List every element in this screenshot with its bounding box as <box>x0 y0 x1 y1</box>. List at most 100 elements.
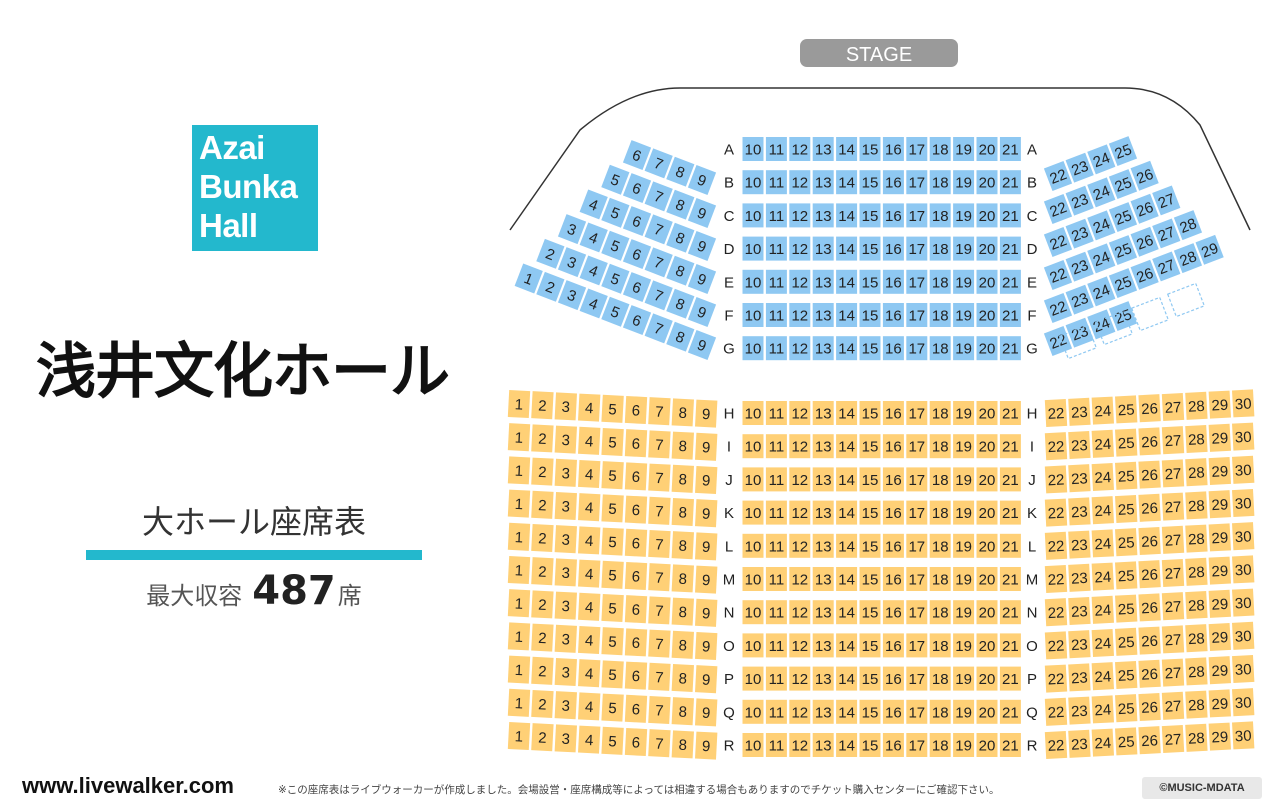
seat-R-27: 27 <box>1161 724 1185 754</box>
seat-number: 18 <box>932 274 949 291</box>
seat-number: 29 <box>1211 496 1229 514</box>
seat-number: 10 <box>745 472 762 489</box>
row-label: R <box>1027 738 1038 755</box>
seat-number: 26 <box>1134 265 1156 287</box>
seat-number: 30 <box>1234 661 1252 679</box>
seat-number: 22 <box>1048 199 1070 221</box>
seat-number: 12 <box>791 142 808 159</box>
seat-number: 27 <box>1164 565 1182 583</box>
seat-number: 19 <box>955 208 972 225</box>
seat-number: 17 <box>908 472 925 489</box>
seat-F-6: 6 <box>622 305 652 336</box>
seat-number: 19 <box>955 175 972 192</box>
venue-logo: Azai Bunka Hall <box>192 125 318 251</box>
seat-number: 29 <box>1211 430 1229 448</box>
seat-number: 6 <box>631 668 640 685</box>
seat-number: 16 <box>885 308 902 325</box>
seat-number: 1 <box>514 662 523 679</box>
seat-number: 13 <box>815 472 832 489</box>
seat-number: 30 <box>1234 495 1252 513</box>
seat-number: 12 <box>791 605 808 622</box>
seat-B-5: 5 <box>601 164 630 195</box>
seat-C-26: 26 <box>1130 193 1159 224</box>
seat-number: 14 <box>838 406 855 423</box>
seat-number: 30 <box>1234 561 1252 579</box>
row-label: E <box>1027 274 1037 291</box>
seat-number: 18 <box>932 472 949 489</box>
seat-B-9: 9 <box>687 198 717 228</box>
seat-H-22: 22 <box>1044 398 1068 428</box>
seat-number: 20 <box>979 738 996 755</box>
seat-number: 10 <box>745 308 762 325</box>
seat-C-16: 16 <box>882 203 904 228</box>
seat-K-20: 20 <box>976 500 998 525</box>
seat-number: 1 <box>514 562 523 579</box>
seat-number: 23 <box>1071 470 1089 488</box>
seat-number: 23 <box>1071 669 1089 687</box>
seat-P-17: 17 <box>906 666 928 691</box>
seat-A-12: 12 <box>789 137 811 161</box>
seat-R-22: 22 <box>1044 730 1068 760</box>
seat-number: 17 <box>908 605 925 622</box>
seat-number: 10 <box>745 538 762 555</box>
seat-number: 18 <box>932 175 949 192</box>
seat-number: 16 <box>885 241 902 258</box>
seat-N-11: 11 <box>765 600 787 625</box>
seat-I-4: 4 <box>578 426 601 455</box>
seat-number: 3 <box>561 731 570 748</box>
seat-number: 12 <box>791 175 808 192</box>
seat-B-18: 18 <box>929 170 951 195</box>
seat-number: 13 <box>815 308 832 325</box>
seat-number: 8 <box>678 571 687 588</box>
seat-I-11: 11 <box>765 434 787 459</box>
seat-number: 13 <box>815 538 832 555</box>
seat-L-16: 16 <box>882 533 904 558</box>
seat-L-14: 14 <box>836 533 858 558</box>
seat-H-27: 27 <box>1161 392 1185 422</box>
seat-number: 5 <box>608 700 617 717</box>
seat-number: 30 <box>1234 462 1252 480</box>
seat-number: 27 <box>1164 399 1182 417</box>
seat-C-10: 10 <box>742 203 764 228</box>
stage-label-background <box>800 39 958 67</box>
seat-number: 26 <box>1141 666 1159 684</box>
seat-L-28: 28 <box>1185 524 1208 553</box>
seat-K-8: 8 <box>671 497 694 527</box>
seat-number: 11 <box>769 175 785 192</box>
seat-M-20: 20 <box>976 567 998 591</box>
seat-H-30: 30 <box>1232 389 1255 418</box>
seat-number: 12 <box>791 704 808 721</box>
seat-N-25: 25 <box>1115 594 1138 623</box>
seat-L-20: 20 <box>976 533 998 558</box>
seat-O-5: 5 <box>601 627 624 656</box>
row-label: C <box>724 208 735 225</box>
seat-D-4: 4 <box>579 222 608 253</box>
seat-J-24: 24 <box>1091 462 1114 492</box>
seat-number: 28 <box>1188 431 1206 449</box>
seat-J-25: 25 <box>1115 461 1138 490</box>
seat-M-16: 16 <box>882 567 904 591</box>
seat-number: 23 <box>1071 404 1089 422</box>
seat-number: 22 <box>1047 737 1065 755</box>
seat-O-14: 14 <box>836 633 858 658</box>
seat-R-24: 24 <box>1091 728 1114 757</box>
seat-number: 3 <box>561 531 570 548</box>
seat-number: 2 <box>538 729 547 746</box>
disclaimer-text: ※この座席表はライブウォーカーが作成しました。会場設営・座席構成等によっては相違… <box>278 784 1000 796</box>
seat-E-22: 22 <box>1043 293 1073 323</box>
seat-O-16: 16 <box>882 633 904 658</box>
chart-title: 大ホール座席表 <box>141 503 366 541</box>
seat-number: 25 <box>1112 306 1134 328</box>
seat-number: 12 <box>791 274 808 291</box>
seat-D-9: 9 <box>687 264 717 294</box>
seat-number: 9 <box>702 605 711 622</box>
seat-number: 15 <box>862 605 879 622</box>
seat-K-10: 10 <box>742 500 764 525</box>
seat-N-9: 9 <box>695 598 718 627</box>
seat-M-2: 2 <box>531 557 554 586</box>
seat-B-10: 10 <box>742 170 764 195</box>
seat-number: 21 <box>1002 638 1019 655</box>
seat-number: 23 <box>1071 603 1089 621</box>
seat-number: 7 <box>655 403 664 420</box>
seat-L-11: 11 <box>765 533 787 558</box>
